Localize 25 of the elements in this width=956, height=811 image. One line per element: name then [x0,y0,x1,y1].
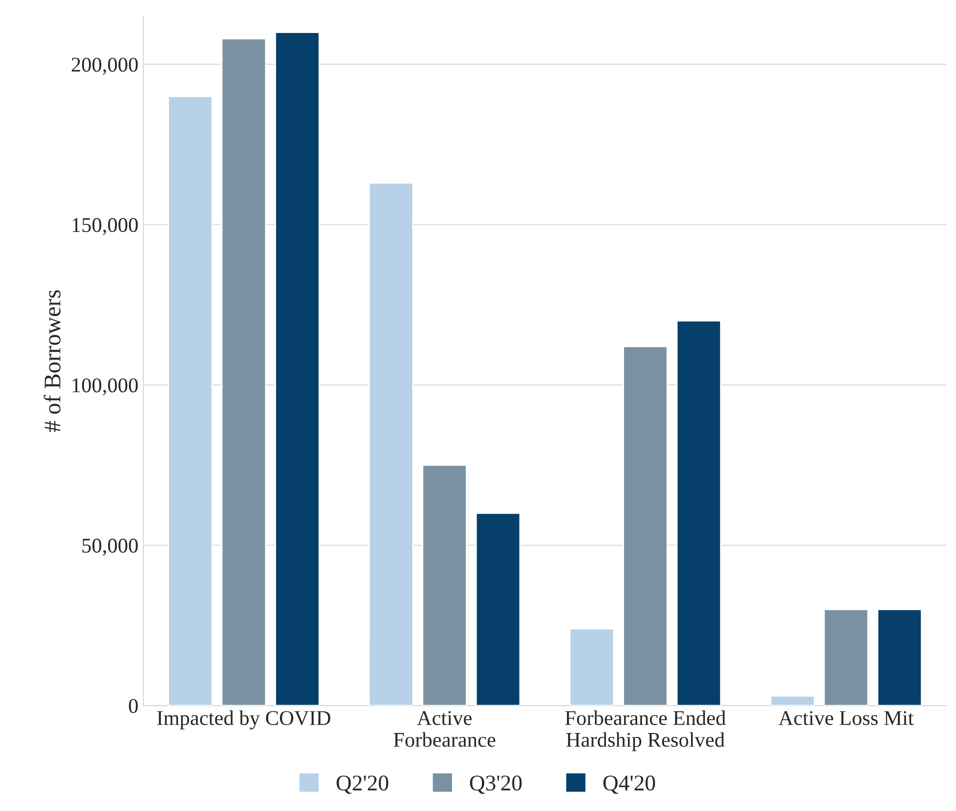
y-tick-label: 0 [128,698,138,714]
bar [274,32,320,706]
bar [168,96,213,706]
x-tick-label: Active Forbearance [394,711,496,747]
bar [368,182,414,706]
legend-label: Q2'20 [336,776,388,794]
bar [569,628,614,706]
bar [770,695,816,706]
bar [475,512,521,706]
bar [823,608,869,706]
legend-label: Q4'20 [603,776,656,794]
y-tick-label: 50,000 [82,538,138,556]
x-tick-label: Active Loss Mit [778,711,914,726]
y-tick-label: 100,000 [72,378,138,396]
legend-label: Q3'20 [470,776,522,794]
y-tick-label: 200,000 [72,58,138,75]
y-axis-title: # of Borrowers [44,290,60,432]
bar [422,464,468,706]
bar [876,608,922,706]
x-tick-label: Forbearance Ended Hardship Resolved [565,710,726,752]
x-tick-label: Impacted by COVID [157,710,330,730]
bar [221,38,266,706]
y-tick-label: 150,000 [72,218,138,236]
bar [676,320,722,706]
bar [622,346,668,706]
